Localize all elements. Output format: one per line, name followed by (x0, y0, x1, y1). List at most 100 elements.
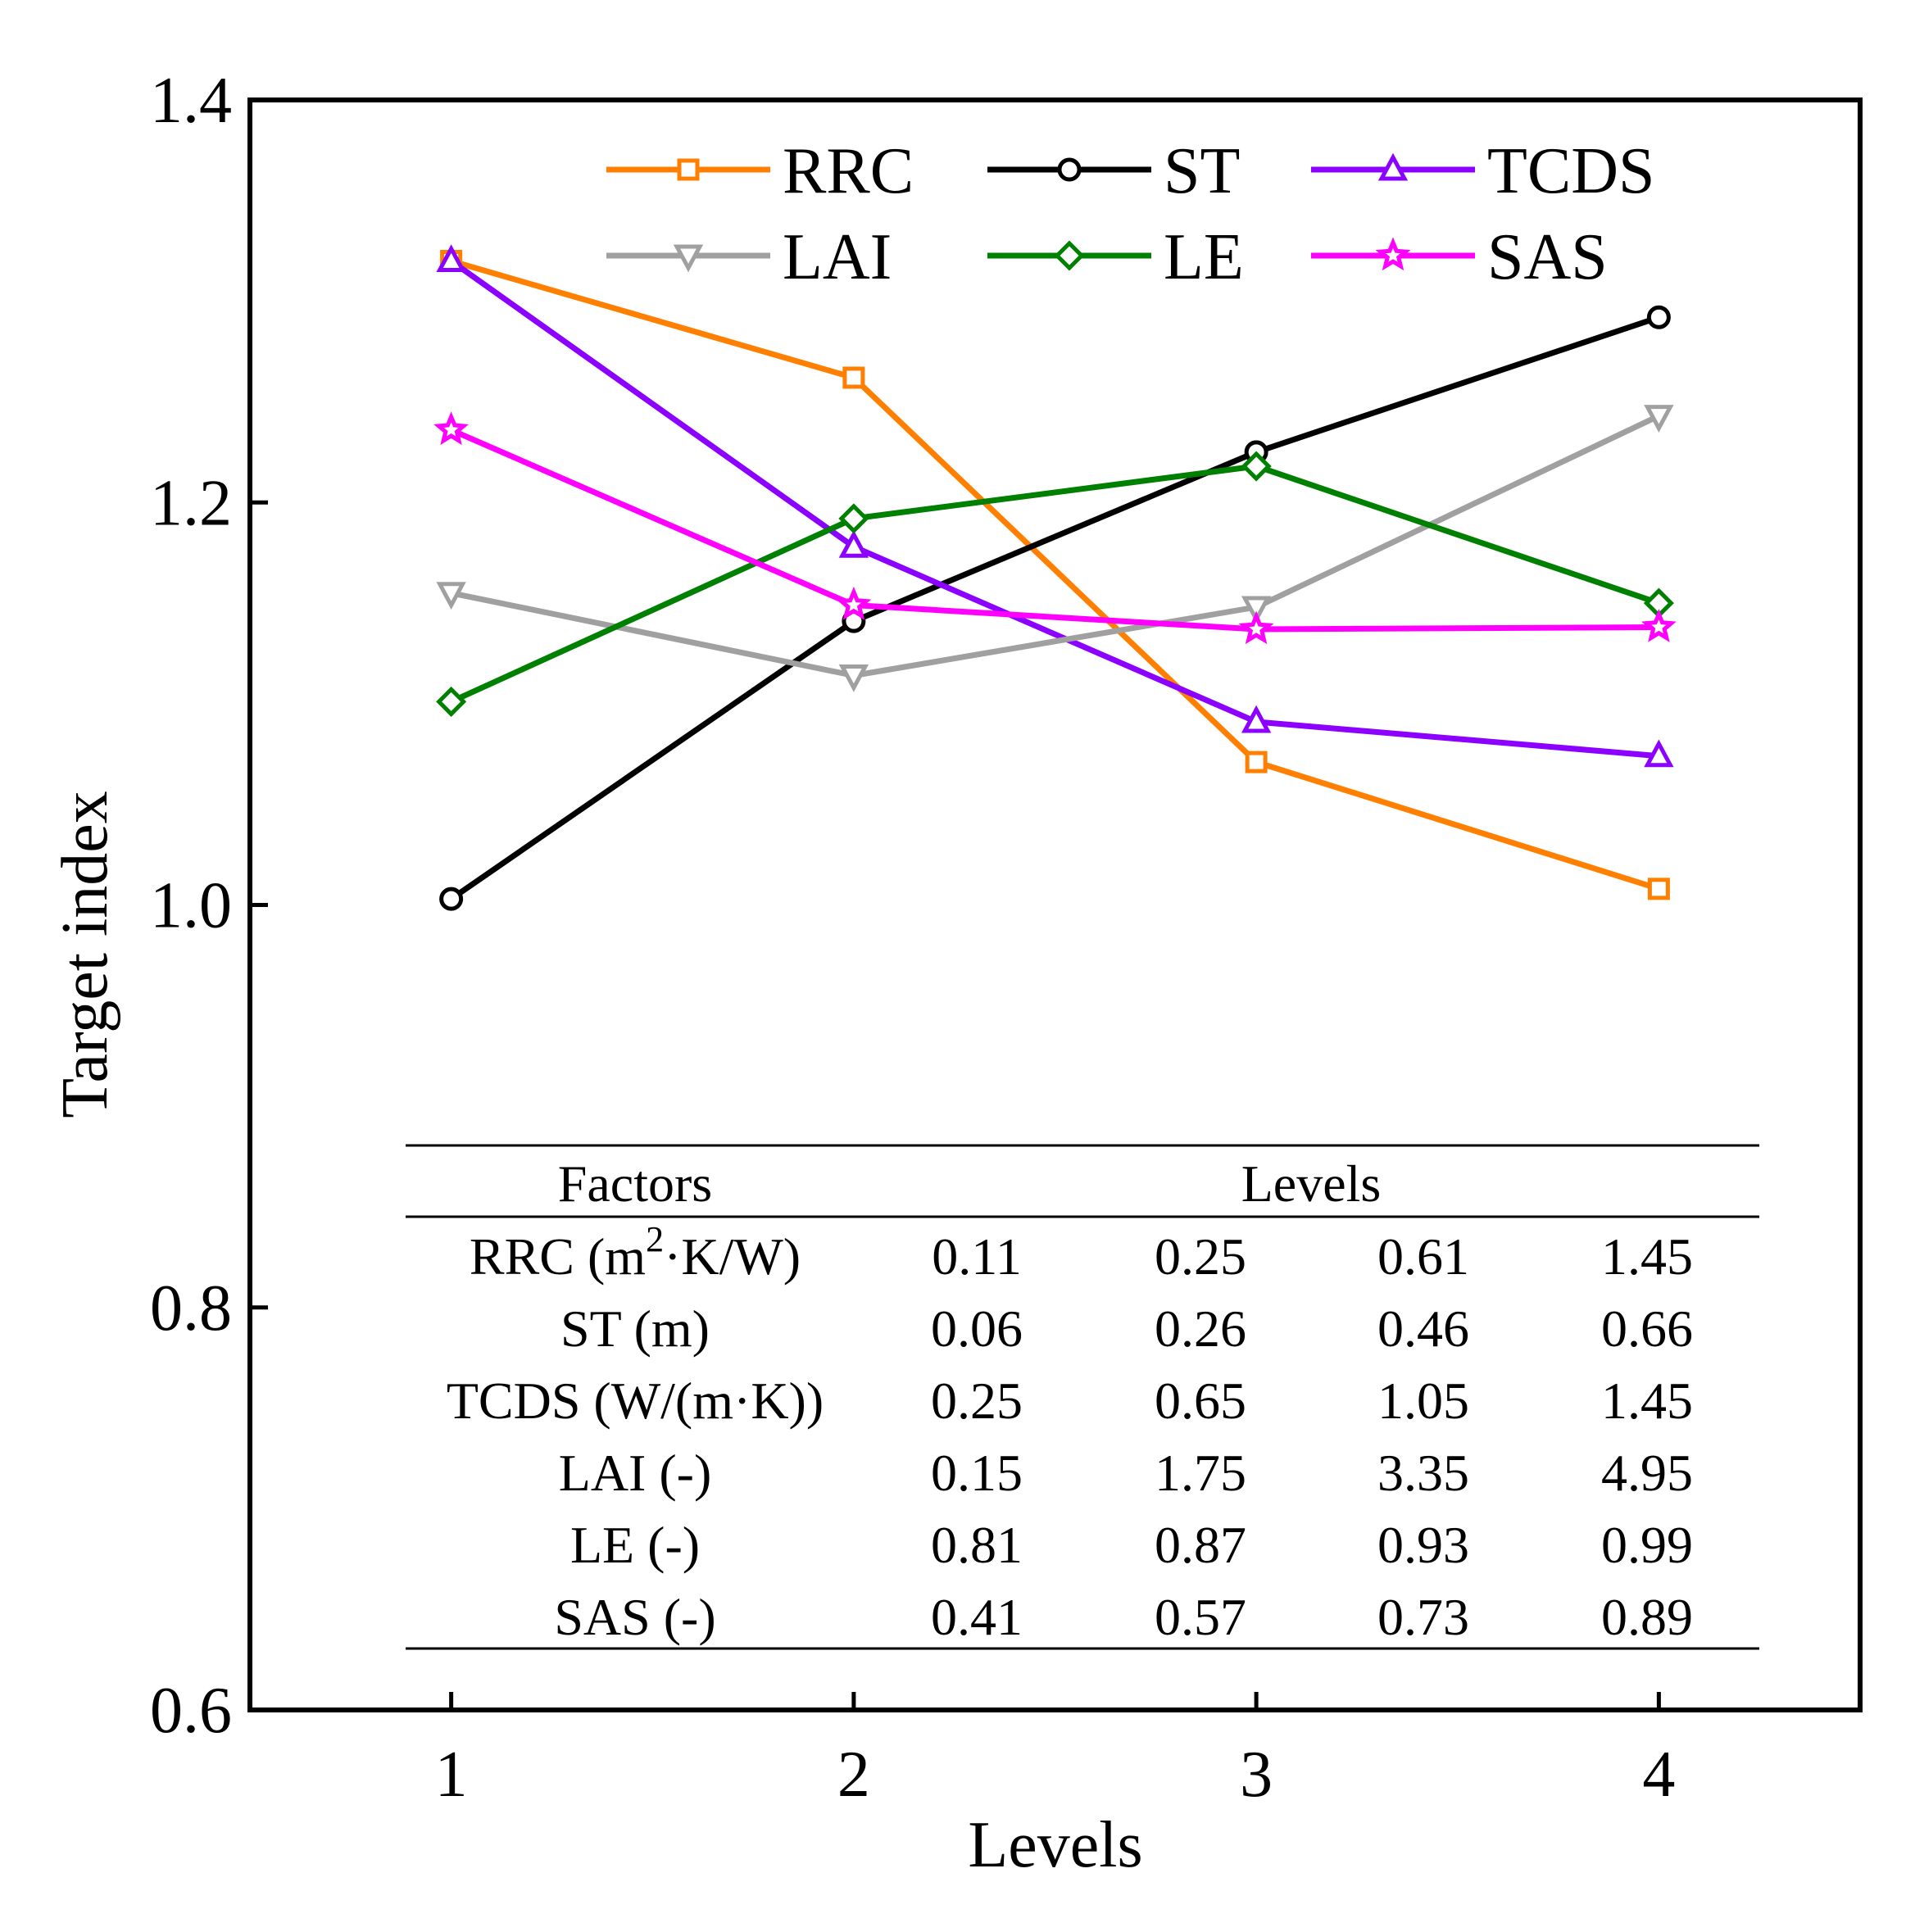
table-factor-cell: ST (m) (560, 1299, 710, 1358)
legend-item-rrc: RRC (606, 135, 914, 207)
series-line-tcds (449, 258, 1659, 760)
factor-name: TCDS (W/(m·K)) (447, 1372, 824, 1430)
table-value-cell: 0.25 (1155, 1227, 1246, 1286)
x-axis-title: Levels (968, 1809, 1142, 1881)
table-value-cell: 0.73 (1377, 1588, 1469, 1646)
data-point-st (439, 887, 464, 911)
legend: RRC ST TCDS LAI LE SAS (606, 135, 1655, 293)
legend-item-lai: LAI (606, 221, 892, 293)
data-point-tcds (1241, 705, 1272, 733)
data-point-le (436, 686, 467, 717)
factor-name: LAI (-) (559, 1444, 712, 1502)
table-value-cell: 0.93 (1377, 1516, 1469, 1574)
table-value-cell: 1.45 (1601, 1372, 1693, 1430)
data-point-lai (436, 582, 466, 610)
legend-marker-tcds (1377, 152, 1409, 181)
table-value-cell: 0.25 (931, 1372, 1023, 1430)
legend-item-le: LE (987, 221, 1244, 293)
y-tick-label: 1.2 (150, 467, 232, 539)
data-point-lai (1644, 405, 1674, 433)
series-line-st (449, 314, 1660, 901)
data-point-tcds (1644, 739, 1674, 768)
table-value-cell: 0.26 (1155, 1299, 1246, 1358)
factor-unit-tail: ·K/W) (664, 1227, 801, 1286)
legend-item-tcds: TCDS (1311, 135, 1655, 207)
data-point-lai (1241, 596, 1272, 624)
legend-item-sas: SAS (1311, 221, 1608, 293)
table-value-cell: 0.15 (931, 1444, 1023, 1502)
y-tick-label: 1.4 (150, 65, 232, 137)
data-point-sas (1641, 608, 1677, 642)
data-point-tcds (436, 244, 466, 272)
legend-marker-st (1057, 157, 1082, 182)
table-value-cell: 0.65 (1155, 1372, 1246, 1430)
data-point-le (838, 503, 869, 534)
legend-item-st: ST (987, 135, 1240, 207)
table-value-cell: 1.45 (1601, 1227, 1693, 1286)
table-value-cell: 4.95 (1601, 1444, 1693, 1502)
legend-marker-rrc (677, 158, 700, 181)
table-value-cell: 0.87 (1155, 1516, 1246, 1574)
table-value-cell: 0.41 (931, 1588, 1023, 1646)
series-line-rrc (450, 258, 1660, 892)
factor-name: RRC (m (470, 1227, 646, 1286)
data-point-lai (838, 664, 869, 692)
data-point-rrc (1647, 878, 1670, 900)
legend-marker-sas (1375, 237, 1411, 271)
series-line-le (450, 463, 1660, 705)
data-point-le (1241, 451, 1272, 482)
data-point-sas (1238, 610, 1274, 645)
data-point-sas (836, 586, 872, 620)
x-tick-label: 3 (1240, 1739, 1273, 1811)
factor-superscript: 2 (646, 1219, 664, 1259)
table-value-cell: 1.75 (1155, 1444, 1246, 1502)
series-sas (433, 411, 1677, 645)
series-lai (436, 405, 1674, 692)
table-factor-cell: RRC (m2·K/W) (470, 1219, 801, 1286)
table-value-cell: 1.05 (1377, 1372, 1469, 1430)
table-value-cell: 0.11 (932, 1227, 1022, 1286)
factor-name: SAS (-) (554, 1588, 715, 1646)
series-tcds (436, 244, 1674, 768)
table-factor-cell: TCDS (W/(m·K)) (447, 1372, 824, 1430)
table-value-cell: 0.06 (931, 1299, 1023, 1358)
data-point-rrc (1245, 751, 1268, 773)
axis-ticks: 1 2 3 4 0.6 0.8 1.0 1.2 1.4 (150, 65, 1675, 1811)
table-value-cell: 0.57 (1155, 1588, 1246, 1646)
table-factor-cell: SAS (-) (554, 1588, 715, 1646)
series-layer (433, 244, 1677, 911)
table-value-cell: 0.99 (1601, 1516, 1693, 1574)
legend-label: SAS (1487, 221, 1608, 293)
table-factor-cell: LAI (-) (559, 1444, 712, 1502)
plot-frame (247, 98, 1863, 1712)
data-point-st (1646, 305, 1671, 329)
data-point-tcds (838, 530, 869, 558)
series-line-sas (450, 427, 1659, 633)
table-value-cell: 0.61 (1377, 1227, 1469, 1286)
table-factor-cell: LE (-) (570, 1516, 700, 1574)
legend-label: TCDS (1487, 135, 1655, 207)
y-tick-label: 1.0 (150, 870, 232, 942)
legend-label: LE (1164, 221, 1244, 293)
legend-label: LAI (783, 221, 892, 293)
table-value-cell: 0.89 (1601, 1588, 1693, 1646)
levels-table: Factors Levels RRC (m2·K/W) 0.11 0.25 0.61 1.4… (406, 1144, 1759, 1650)
series-le (436, 451, 1674, 717)
legend-label: ST (1164, 135, 1240, 207)
legend-label: RRC (783, 135, 914, 207)
x-tick-label: 2 (837, 1739, 870, 1811)
table-value-cell: 0.66 (1601, 1299, 1693, 1358)
legend-marker-le (1054, 240, 1085, 271)
table-value-cell: 3.35 (1377, 1444, 1469, 1502)
factor-name: LE (-) (570, 1516, 700, 1574)
y-tick-label: 0.6 (150, 1675, 232, 1747)
y-axis-title: Target index (49, 791, 121, 1118)
data-point-sas (433, 411, 469, 446)
factor-name: ST (m) (560, 1299, 710, 1358)
table-header-levels: Levels (1241, 1154, 1382, 1213)
data-point-rrc (842, 366, 865, 389)
legend-marker-lai (673, 244, 704, 273)
x-tick-label: 1 (435, 1739, 468, 1811)
